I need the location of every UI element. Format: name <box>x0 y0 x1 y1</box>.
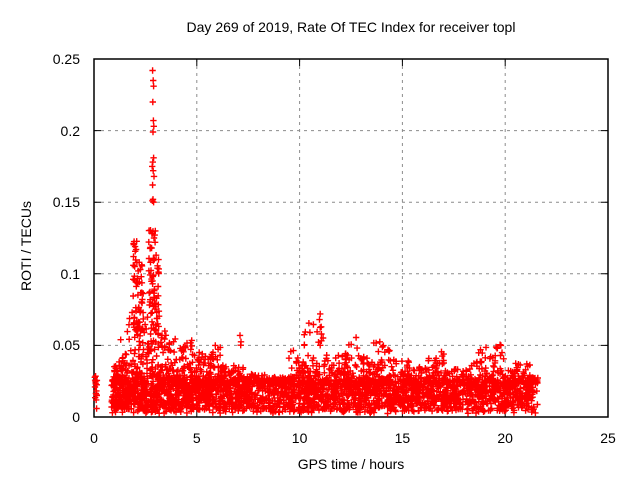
chart-title: Day 269 of 2019, Rate Of TEC Index for r… <box>186 19 516 35</box>
y-tick-label: 0.1 <box>60 265 80 282</box>
x-tick-label: 25 <box>600 430 616 446</box>
x-tick-label: 5 <box>192 430 201 446</box>
x-axis-label: GPS time / hours <box>297 456 405 472</box>
y-tick-label: 0.05 <box>52 337 80 354</box>
x-tick-label: 20 <box>497 430 513 446</box>
y-tick-label: 0.15 <box>52 194 80 211</box>
y-tick-label: 0.25 <box>52 51 80 67</box>
x-tick-label: 10 <box>291 430 308 446</box>
y-tick-label: 0.2 <box>60 122 80 139</box>
x-tick-label: 0 <box>90 430 98 446</box>
x-tick-label: 15 <box>394 430 411 446</box>
y-tick-label: 0 <box>72 409 80 425</box>
y-axis-label: ROTI / TECUs <box>18 201 34 291</box>
